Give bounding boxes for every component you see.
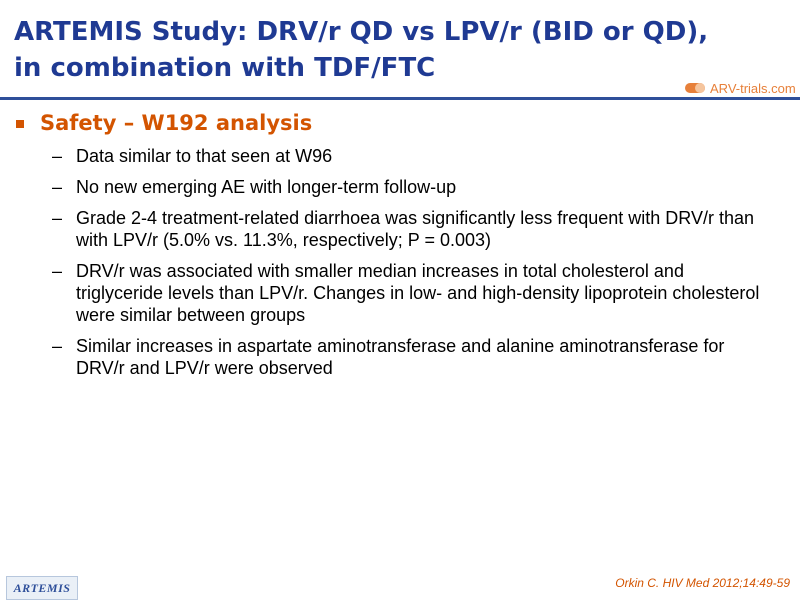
list-item-text: Data similar to that seen at W96: [76, 146, 333, 166]
list-item-text: DRV/r was associated with smaller median…: [76, 261, 760, 325]
list-item: – No new emerging AE with longer-term fo…: [52, 176, 772, 198]
dash-bullet-icon: –: [52, 208, 63, 228]
slide-title-line-1: ARTEMIS Study: DRV/r QD vs LPV/r (BID or…: [14, 17, 709, 47]
list-item-text: Similar increases in aspartate aminotran…: [76, 336, 725, 378]
square-bullet-icon: [16, 120, 24, 128]
list-item: – Grade 2-4 treatment-related diarrhoea …: [52, 207, 772, 251]
list-item: – Similar increases in aspartate aminotr…: [52, 335, 772, 379]
logo-text: ARV-trials.com: [710, 80, 796, 96]
dash-bullet-icon: –: [52, 177, 63, 197]
citation: Orkin C. HIV Med 2012;14:49-59: [615, 576, 790, 590]
list-item-text: Grade 2-4 treatment-related diarrhoea wa…: [76, 208, 754, 250]
section-heading: Safety – W192 analysis: [16, 108, 312, 138]
title-divider: [0, 97, 800, 100]
slide-title: ARTEMIS Study: DRV/r QD vs LPV/r (BID or…: [14, 14, 734, 86]
pill-capsule-icon: [685, 83, 705, 93]
list-item-text: No new emerging AE with longer-term foll…: [76, 177, 457, 197]
slide-title-line-2: in combination with TDF/FTC: [14, 53, 436, 83]
list-item: – Data similar to that seen at W96: [52, 145, 772, 167]
section-title: Safety – W192 analysis: [40, 111, 313, 135]
arv-trials-logo: ARV-trials.com: [684, 76, 796, 100]
dash-bullet-icon: –: [52, 146, 63, 166]
study-badge-label: ARTEMIS: [13, 580, 71, 595]
list-item: – DRV/r was associated with smaller medi…: [52, 260, 772, 326]
dash-bullet-icon: –: [52, 261, 63, 281]
study-badge: ARTEMIS: [6, 576, 78, 600]
dash-bullet-icon: –: [52, 336, 63, 356]
bullet-list: – Data similar to that seen at W96 – No …: [52, 145, 772, 388]
